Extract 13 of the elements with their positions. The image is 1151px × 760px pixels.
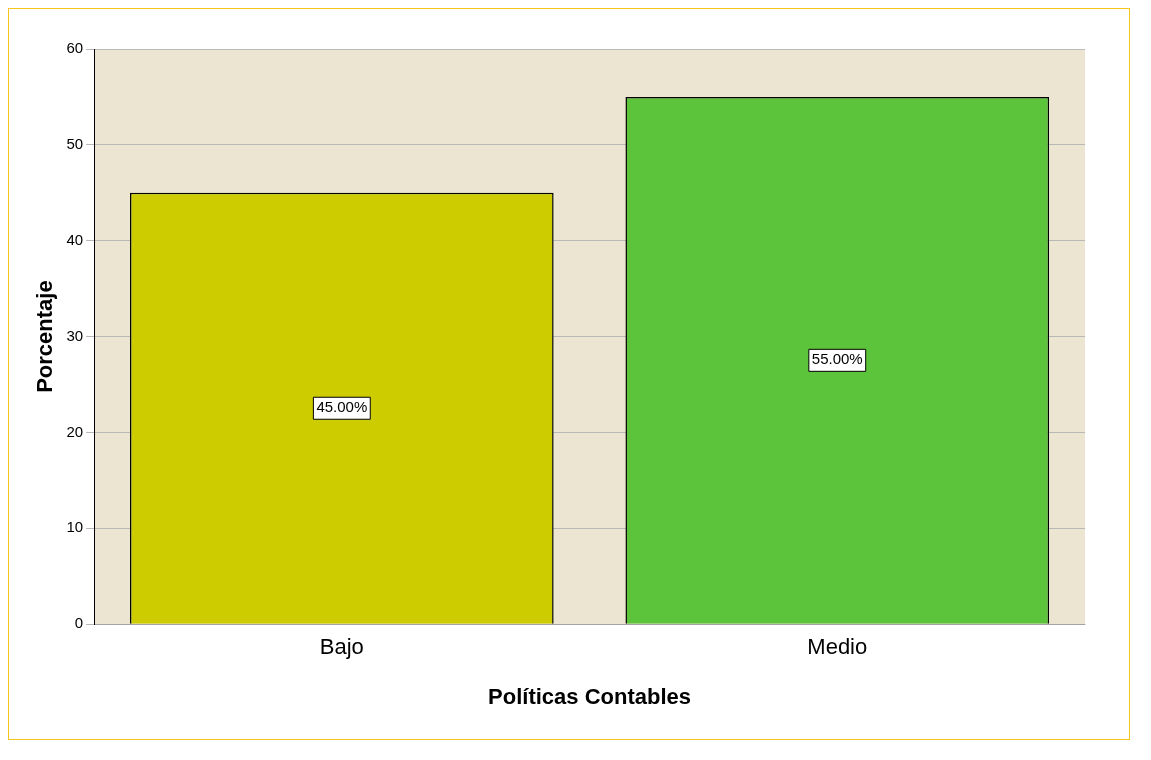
y-tick-label: 0 <box>74 614 84 632</box>
y-tick-label: 50 <box>66 135 84 153</box>
x-tick-label: Bajo <box>319 634 364 660</box>
x-tick-label: Medio <box>807 634 868 660</box>
y-axis-title: Porcentaje <box>32 280 58 393</box>
y-tick-label: 30 <box>66 326 84 344</box>
y-tick-label: 60 <box>66 39 84 57</box>
y-tick-label: 20 <box>66 422 84 440</box>
y-tick-label: 40 <box>66 230 84 248</box>
y-tick-label: 10 <box>66 518 84 536</box>
x-axis-title: Políticas Contables <box>488 683 692 709</box>
data-label: 55.00% <box>811 350 863 368</box>
data-label: 45.00% <box>316 398 368 416</box>
